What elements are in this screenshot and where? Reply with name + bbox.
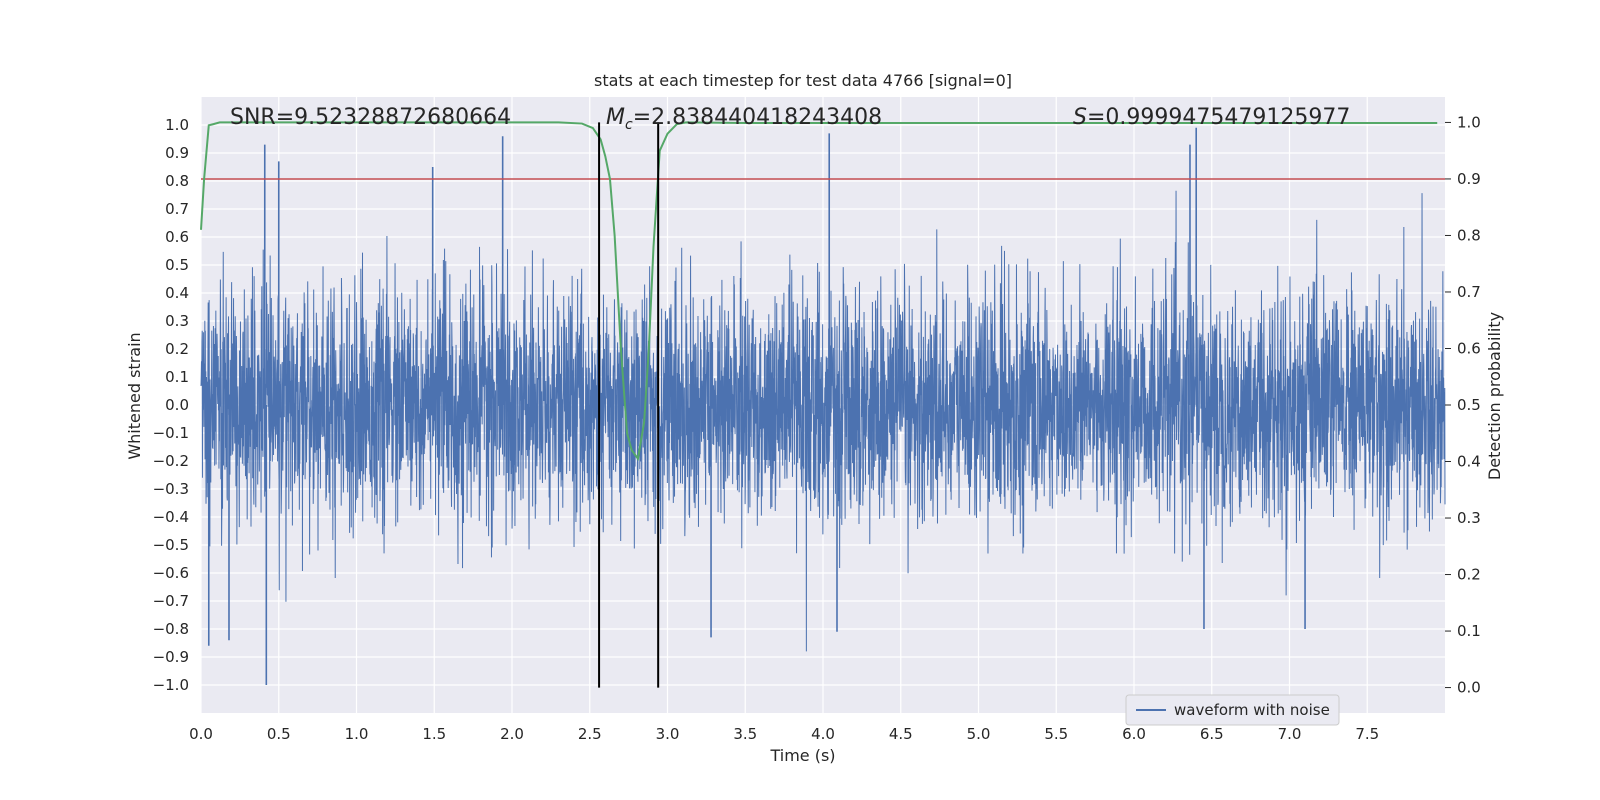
x-tick-label: 0.5 xyxy=(267,725,291,743)
x-tick-label: 5.5 xyxy=(1044,725,1068,743)
y-tick-label: −0.1 xyxy=(153,424,189,442)
y2-tick-label: 1.0 xyxy=(1457,113,1481,131)
chart-title: stats at each timestep for test data 476… xyxy=(594,71,1012,90)
x-tick-label: 6.0 xyxy=(1122,725,1146,743)
y-tick-label: −0.8 xyxy=(153,620,189,638)
mc-symbol: M xyxy=(606,105,625,130)
x-axis-label: Time (s) xyxy=(769,746,835,765)
x-tick-label: 1.5 xyxy=(422,725,446,743)
y-tick-label: 0.1 xyxy=(165,368,189,386)
s-symbol: S xyxy=(1073,105,1087,130)
x-tick-label: 3.0 xyxy=(656,725,680,743)
legend: waveform with noise xyxy=(1125,694,1340,726)
y-tick-label: 0.5 xyxy=(165,256,189,274)
mc-value: =2.838440418243408 xyxy=(633,105,882,130)
y-tick-label: 0.0 xyxy=(165,396,189,414)
y2-tick-label: 0.0 xyxy=(1457,679,1481,697)
s-value: =0.9999475479125977 xyxy=(1087,105,1350,130)
x-tick-label: 4.5 xyxy=(889,725,913,743)
y-tick-label: −0.2 xyxy=(153,452,189,470)
snr-annotation: SNR=9.52328872680664 xyxy=(230,105,511,130)
y2-tick-label: 0.9 xyxy=(1457,170,1481,188)
s-annotation: S=0.9999475479125977 xyxy=(1073,105,1350,130)
x-tick-label: 2.0 xyxy=(500,725,524,743)
vertical-markers xyxy=(598,122,660,688)
probability-series xyxy=(200,121,1445,462)
y2-tick-label: 0.6 xyxy=(1457,339,1481,357)
y-tick-label: 0.4 xyxy=(165,284,189,302)
x-tick-label: 5.0 xyxy=(967,725,991,743)
mc-annotation: Mc=2.838440418243408 xyxy=(606,105,882,133)
y2-tick-label: 0.8 xyxy=(1457,226,1481,244)
y2-axis-ticks: 1.0 0.9 0.8 0.7 0.6 0.5 0.4 0.3 0.2 0.1 0.0 xyxy=(1445,113,1481,697)
y-tick-label: −0.7 xyxy=(153,592,189,610)
mc-subscript: c xyxy=(625,117,633,133)
y2-tick-label: 0.2 xyxy=(1457,566,1481,584)
x-axis-ticks: 0.0 0.5 1.0 1.5 2.0 2.5 3.0 3.5 4.0 4.5 5.0 5.5 6.0 6… xyxy=(189,725,1379,743)
y-tick-label: 1.0 xyxy=(165,116,189,134)
y-tick-label: −0.3 xyxy=(153,480,189,498)
x-tick-label: 3.5 xyxy=(733,725,757,743)
y2-tick-label: 0.5 xyxy=(1457,396,1481,414)
y2-tick-label: 0.4 xyxy=(1457,453,1481,471)
x-tick-label: 0.0 xyxy=(189,725,213,743)
y2-axis-label: Detection probability xyxy=(1485,312,1504,480)
x-tick-label: 2.5 xyxy=(578,725,602,743)
y2-tick-label: 0.3 xyxy=(1457,509,1481,527)
x-tick-label: 4.0 xyxy=(811,725,835,743)
y-tick-label: 0.6 xyxy=(165,228,189,246)
waveform-series xyxy=(200,127,1446,685)
y-tick-label: 0.8 xyxy=(165,172,189,190)
y-tick-label: 0.3 xyxy=(165,312,189,330)
y-axis-label: Whitened strain xyxy=(125,332,144,459)
y-tick-label: −0.4 xyxy=(153,508,189,526)
y-tick-label: 0.7 xyxy=(165,200,189,218)
legend-label-waveform: waveform with noise xyxy=(1174,701,1330,719)
x-tick-label: 1.0 xyxy=(345,725,369,743)
y-tick-label: −0.6 xyxy=(153,564,189,582)
y-tick-label: −1.0 xyxy=(153,676,189,694)
x-tick-label: 6.5 xyxy=(1200,725,1224,743)
y-tick-label: −0.5 xyxy=(153,536,189,554)
y-tick-label: 0.2 xyxy=(165,340,189,358)
y-tick-label: 0.9 xyxy=(165,144,189,162)
y-axis-ticks: 1.0 0.9 0.8 0.7 0.6 0.5 0.4 0.3 0.2 0.1 0.0 −0.1 −0.… xyxy=(153,116,189,694)
legend-box xyxy=(1125,694,1340,726)
waveform-line xyxy=(200,190,1446,652)
y-tick-label: −0.9 xyxy=(153,648,189,666)
x-tick-label: 7.5 xyxy=(1355,725,1379,743)
y2-tick-label: 0.7 xyxy=(1457,283,1481,301)
probability-line xyxy=(200,121,1438,462)
y2-tick-label: 0.1 xyxy=(1457,622,1481,640)
x-tick-label: 7.0 xyxy=(1278,725,1302,743)
